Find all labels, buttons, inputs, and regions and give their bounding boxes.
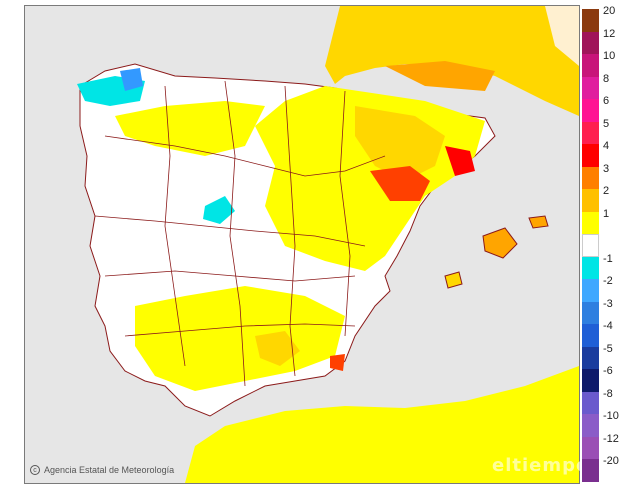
legend-swatch bbox=[582, 211, 599, 234]
legend-swatch bbox=[582, 121, 599, 144]
watermark-text: eltiempo bbox=[492, 455, 590, 476]
legend-swatch bbox=[582, 9, 599, 32]
warm-anomaly-north bbox=[115, 101, 265, 156]
legend-swatch bbox=[582, 54, 599, 77]
legend-swatch bbox=[582, 346, 599, 369]
credit-label: c Agencia Estatal de Meteorología bbox=[30, 465, 174, 475]
legend-swatch bbox=[582, 279, 599, 302]
legend-label: 20 bbox=[603, 5, 616, 17]
legend-swatch bbox=[582, 369, 599, 392]
africa-region bbox=[185, 366, 579, 483]
legend-label: -2 bbox=[603, 275, 613, 287]
legend-swatch bbox=[582, 189, 599, 212]
ibiza-island bbox=[444, 271, 463, 289]
legend-swatch bbox=[582, 256, 599, 279]
legend-label: 10 bbox=[603, 50, 616, 62]
copyright-icon: c bbox=[30, 465, 40, 475]
legend-label: 3 bbox=[603, 162, 610, 175]
credit-text: Agencia Estatal de Meteorología bbox=[44, 465, 175, 475]
legend-swatch bbox=[582, 414, 599, 437]
legend-label: 8 bbox=[603, 72, 610, 85]
legend-swatch bbox=[582, 459, 599, 482]
legend-swatch bbox=[582, 301, 599, 324]
legend-label: -6 bbox=[603, 365, 613, 377]
legend-label: 2 bbox=[603, 185, 610, 197]
legend-swatch bbox=[582, 166, 599, 189]
warm-anomaly-ebro bbox=[355, 106, 445, 181]
menorca-island bbox=[528, 215, 549, 229]
legend-swatch bbox=[582, 324, 599, 347]
france-region bbox=[325, 6, 579, 116]
warm-anomaly-catalonia bbox=[445, 146, 475, 176]
legend-swatch bbox=[582, 76, 599, 99]
legend-label: 5 bbox=[603, 117, 610, 130]
legend-label: -10 bbox=[603, 410, 619, 422]
legend-label: 1 bbox=[603, 207, 610, 220]
legend-label: 4 bbox=[603, 140, 610, 152]
france-east-region bbox=[545, 6, 579, 66]
legend-label: -4 bbox=[603, 320, 613, 332]
legend-label: -20 bbox=[603, 455, 619, 467]
warm-anomaly-south-france bbox=[385, 61, 495, 91]
anomaly-map bbox=[25, 6, 579, 483]
legend-label: 6 bbox=[603, 95, 610, 107]
legend-swatch bbox=[582, 436, 599, 459]
legend-label: -1 bbox=[603, 252, 613, 265]
cool-anomaly-cantabria bbox=[120, 68, 143, 91]
legend-swatch bbox=[582, 391, 599, 414]
mallorca-island bbox=[482, 227, 518, 259]
warm-anomaly-almeria bbox=[330, 354, 345, 371]
warm-anomaly-south bbox=[135, 286, 345, 391]
warm-anomaly-valencia bbox=[370, 166, 430, 201]
legend-label: 12 bbox=[603, 27, 616, 40]
legend-swatch bbox=[582, 99, 599, 122]
color-legend: 20 12 10 8 6 5 4 3 2 1 -1 -2 -3 -4 -5 -6 -8 -10 -12 -20 bbox=[582, 5, 628, 489]
province-borders bbox=[94, 80, 386, 387]
legend-label: -5 bbox=[603, 342, 613, 355]
cool-anomaly-castile bbox=[203, 196, 235, 224]
legend-label: -8 bbox=[603, 387, 613, 400]
legend-label: -3 bbox=[603, 297, 613, 310]
legend-label: -12 bbox=[603, 432, 619, 445]
warm-anomaly-andalusia bbox=[255, 331, 300, 366]
map-panel bbox=[24, 5, 580, 484]
legend-swatch bbox=[582, 144, 599, 167]
legend-swatch bbox=[582, 234, 599, 257]
legend-swatch bbox=[582, 31, 599, 54]
